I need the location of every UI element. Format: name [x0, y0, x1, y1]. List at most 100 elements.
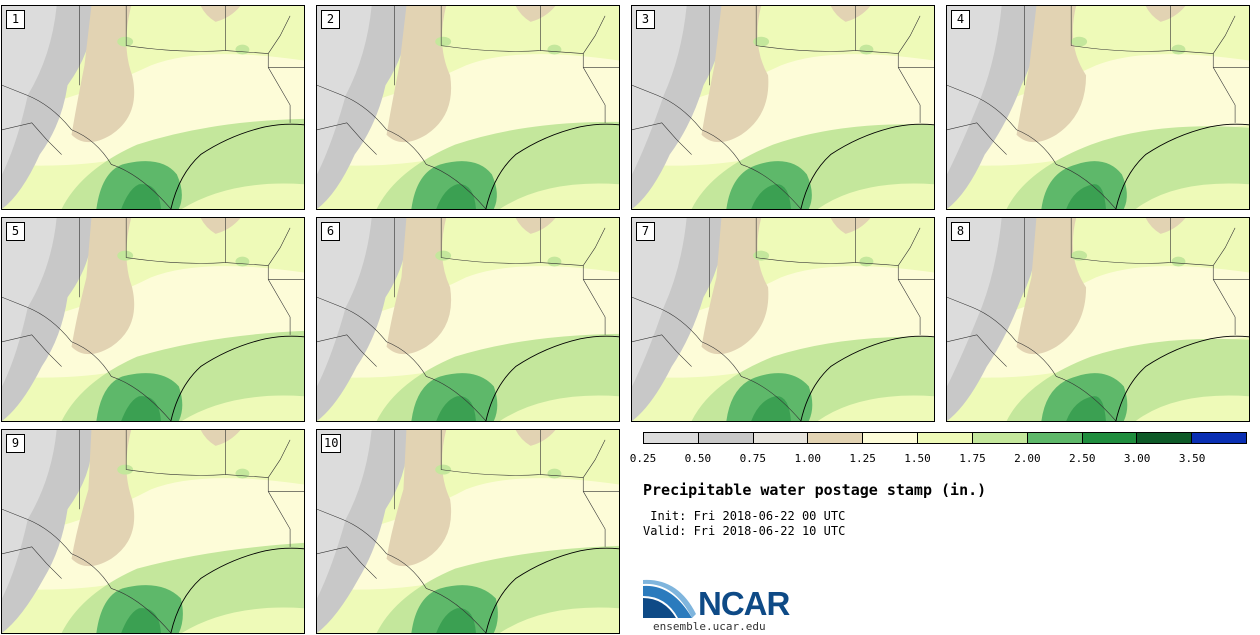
- pw-blob: [1171, 256, 1186, 267]
- pw-contour-250: [1066, 396, 1106, 421]
- ensemble-url: ensemble.ucar.edu: [653, 620, 766, 633]
- coastline: [1115, 123, 1249, 209]
- state-boundary: [440, 6, 541, 52]
- pw-blob: [117, 464, 134, 475]
- pw-blob: [547, 44, 562, 55]
- international-boundary: [947, 334, 1007, 367]
- pw-contour-025: [2, 430, 57, 599]
- border-rio-grande: [2, 84, 172, 209]
- pw-map: [317, 218, 619, 421]
- color-scale-bar: [643, 432, 1247, 444]
- ncar-logo-text: NCAR: [698, 585, 790, 622]
- pw-contour-025: [947, 6, 1002, 175]
- pw-contour-025: [2, 218, 57, 387]
- international-boundary: [947, 122, 1007, 155]
- state-boundary: [755, 218, 856, 264]
- border-rio-grande: [317, 84, 487, 209]
- pw-contour-100: [71, 218, 135, 355]
- color-scale-tick-label: 0.25: [629, 452, 657, 465]
- pw-contour-025: [2, 6, 57, 175]
- pw-contour-100: [701, 6, 769, 143]
- color-scale-swatch: [1192, 433, 1246, 443]
- international-boundary: [632, 334, 692, 367]
- state-boundary: [1170, 50, 1236, 123]
- pw-blob: [235, 468, 250, 479]
- ensemble-member-map-6: 6: [316, 217, 620, 422]
- pw-map: [2, 6, 304, 209]
- pw-contour-025: [947, 218, 1002, 387]
- pw-contour-025: [632, 6, 687, 175]
- pw-contour-250: [436, 396, 476, 421]
- pw-contour-100: [386, 6, 452, 143]
- pw-contour-100: [71, 430, 135, 567]
- international-boundary: [2, 546, 62, 579]
- pw-contour-025: [632, 218, 687, 387]
- member-number-label: 5: [6, 222, 25, 241]
- international-boundary: [317, 334, 377, 367]
- coastline: [485, 335, 619, 421]
- pw-contour-200: [726, 161, 812, 209]
- pw-contour-200: [1041, 161, 1127, 209]
- international-boundary: [2, 122, 62, 155]
- valid-time: Valid: Fri 2018-06-22 10 UTC: [643, 524, 846, 538]
- member-number-label: 8: [951, 222, 970, 241]
- pw-blob: [435, 250, 452, 261]
- ncar-logo-icon: [643, 579, 696, 618]
- pw-contour-250: [121, 396, 161, 421]
- ensemble-member-map-3: 3: [631, 5, 935, 210]
- pw-contour-100: [386, 218, 452, 355]
- color-scale-tick-label: 2.50: [1069, 452, 1096, 465]
- pw-map: [632, 218, 934, 421]
- ensemble-member-map-4: 4: [946, 5, 1250, 210]
- border-rio-grande: [947, 84, 1117, 209]
- color-scale-tick-label: 0.75: [739, 452, 767, 465]
- pw-blob: [859, 44, 874, 55]
- pw-map: [317, 430, 619, 633]
- state-boundary: [897, 15, 921, 54]
- pw-blob: [753, 250, 770, 261]
- color-scale-tick-label: 1.00: [794, 452, 821, 465]
- color-scale-tick-label: 1.75: [959, 452, 986, 465]
- coastline: [170, 547, 304, 633]
- state-boundary: [540, 50, 606, 123]
- member-number-label: 10: [321, 434, 342, 453]
- color-scale-tick-label: 2.00: [1014, 452, 1041, 465]
- coastline: [485, 547, 619, 633]
- state-boundary: [125, 218, 226, 264]
- pw-contour-100: [701, 218, 769, 355]
- color-scale-swatch: [808, 433, 864, 443]
- color-scale-tick-label: 3.00: [1123, 452, 1151, 465]
- color-scale-swatch: [644, 433, 699, 443]
- state-boundary: [1070, 218, 1171, 264]
- border-rio-grande: [317, 508, 487, 633]
- color-scale-swatch: [753, 433, 809, 443]
- pw-blob: [235, 44, 250, 55]
- state-boundary: [125, 6, 226, 52]
- pw-contour-100b: [200, 430, 241, 446]
- pw-blob: [547, 468, 562, 479]
- international-boundary: [317, 122, 377, 155]
- state-boundary: [897, 227, 921, 266]
- pw-blob: [1071, 250, 1088, 261]
- member-number-label: 4: [951, 10, 970, 29]
- border-rio-grande: [632, 84, 802, 209]
- international-boundary: [317, 546, 377, 579]
- coastline: [800, 335, 934, 421]
- pw-blob: [1171, 44, 1186, 55]
- pw-map: [632, 6, 934, 209]
- pw-contour-100b: [1145, 218, 1186, 234]
- ensemble-member-map-7: 7: [631, 217, 935, 422]
- state-boundary: [267, 15, 291, 54]
- coastline: [1115, 335, 1249, 421]
- pw-contour-200: [411, 585, 498, 633]
- state-boundary: [267, 227, 291, 266]
- init-time: Init: Fri 2018-06-22 00 UTC: [643, 509, 846, 523]
- ensemble-member-map-9: 9: [1, 429, 305, 634]
- state-boundary: [125, 430, 226, 476]
- color-scale-tick-label: 1.25: [849, 452, 876, 465]
- state-boundary: [540, 262, 606, 335]
- state-boundary: [582, 227, 606, 266]
- color-scale-swatch: [698, 433, 754, 443]
- pw-contour-100b: [515, 6, 556, 22]
- pw-blob: [859, 256, 874, 267]
